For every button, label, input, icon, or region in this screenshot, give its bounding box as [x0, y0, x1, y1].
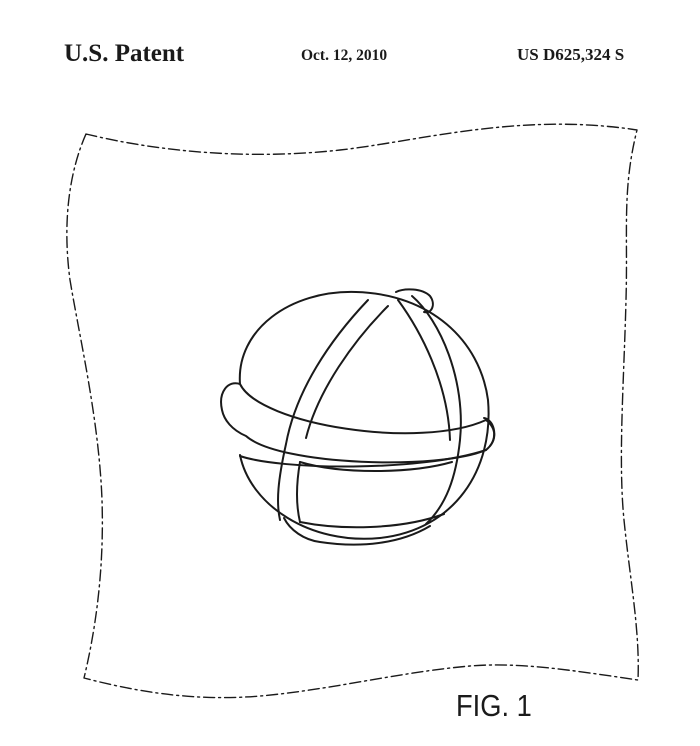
lower-window-bottom [300, 514, 444, 527]
equator-band-outer [221, 383, 494, 462]
lower-window-left [297, 462, 300, 522]
environment-outline [67, 124, 638, 697]
cross-band-front-left [306, 306, 388, 438]
figure-label: FIG. 1 [456, 688, 532, 724]
equator-band-inner-lower [240, 450, 486, 467]
top-pole [396, 289, 433, 312]
ball-drawing [221, 289, 494, 544]
meridian-band-left-edge [278, 300, 368, 520]
